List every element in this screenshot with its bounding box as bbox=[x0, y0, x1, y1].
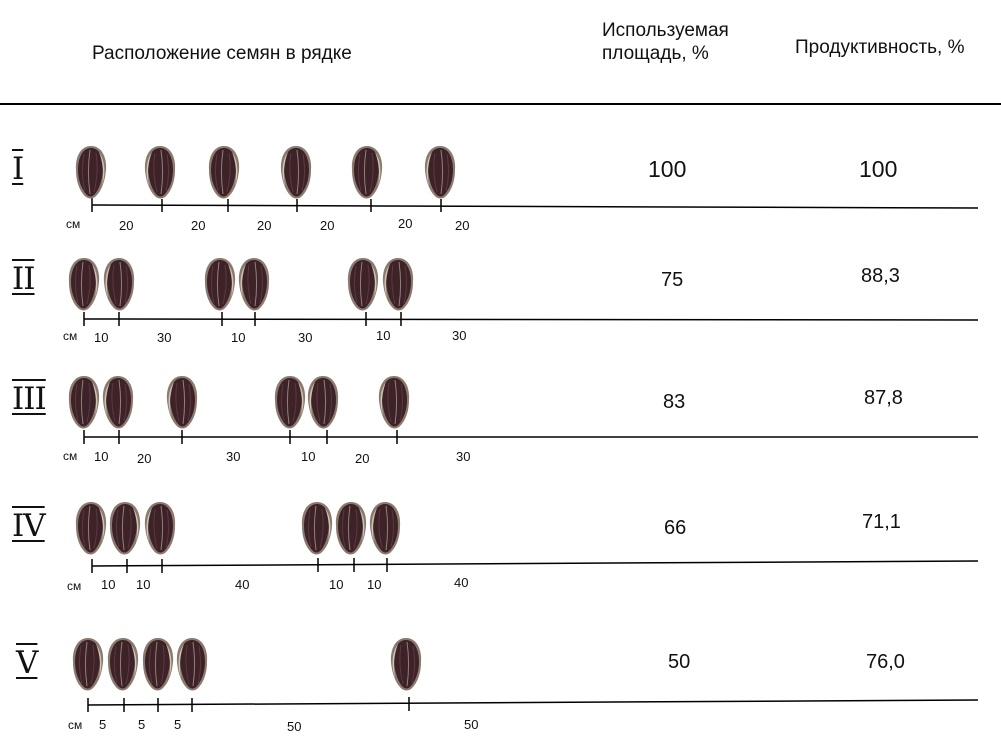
spacing-label: 30 bbox=[298, 330, 313, 345]
used-area-header: Используемая площадь, % bbox=[602, 19, 729, 65]
productivity-header: Продуктивность, % bbox=[795, 37, 965, 58]
spacing-label: 10 bbox=[231, 330, 246, 345]
sunflower-seed-icon bbox=[74, 500, 108, 556]
sunflower-seed-icon bbox=[368, 500, 402, 556]
used-area-header-line2: площадь, % bbox=[602, 43, 709, 64]
used-area-value: 83 bbox=[663, 391, 686, 413]
sunflower-seed-icon bbox=[106, 636, 140, 692]
sunflower-seed-icon bbox=[101, 374, 135, 430]
spacing-label: 30 bbox=[456, 449, 471, 464]
productivity-value: 100 bbox=[859, 156, 898, 182]
sunflower-seed-icon bbox=[389, 636, 423, 692]
productivity-value: 71,1 bbox=[862, 511, 901, 533]
sunflower-seed-icon bbox=[207, 144, 241, 200]
sunflower-seed-icon bbox=[165, 374, 199, 430]
spacing-label: 40 bbox=[454, 575, 469, 590]
sunflower-seed-icon bbox=[74, 144, 108, 200]
spacing-label: 20 bbox=[137, 451, 152, 466]
spacing-label: 20 bbox=[398, 216, 413, 231]
seed-layout-header: Расположение семян в рядке bbox=[92, 43, 352, 64]
spacing-label: 10 bbox=[94, 330, 109, 345]
used-area-value: 100 bbox=[648, 156, 687, 182]
spacing-label: 5 bbox=[99, 717, 107, 732]
used-area-value: 66 bbox=[664, 517, 687, 539]
spacing-label: 50 bbox=[464, 717, 479, 732]
sunflower-seed-icon bbox=[334, 500, 368, 556]
sunflower-seed-icon bbox=[175, 636, 209, 692]
sunflower-seed-icon bbox=[102, 256, 136, 312]
row-label: I bbox=[12, 151, 24, 187]
unit-label: см bbox=[67, 579, 82, 593]
sunflower-seed-icon bbox=[346, 256, 380, 312]
spacing-label: 30 bbox=[452, 328, 467, 343]
sunflower-seed-icon bbox=[71, 636, 105, 692]
unit-label: см bbox=[63, 449, 78, 463]
unit-label: см bbox=[63, 329, 78, 343]
spacing-label: 20 bbox=[119, 218, 134, 233]
productivity-value: 87,8 bbox=[864, 387, 903, 409]
used-area-header-line1: Используемая bbox=[602, 20, 729, 41]
row-label: III bbox=[12, 381, 47, 417]
sunflower-seed-icon bbox=[377, 374, 411, 430]
row-label: IV bbox=[12, 508, 46, 544]
spacing-label: 10 bbox=[94, 449, 109, 464]
sunflower-seed-icon bbox=[141, 636, 175, 692]
sunflower-seed-icon bbox=[300, 500, 334, 556]
used-area-value: 50 bbox=[668, 651, 691, 673]
sunflower-seed-icon bbox=[350, 144, 384, 200]
unit-label: см bbox=[66, 217, 81, 231]
spacing-label: 20 bbox=[355, 451, 370, 466]
spacing-label: 10 bbox=[329, 577, 344, 592]
sunflower-seed-icon bbox=[381, 256, 415, 312]
used-area-value: 75 bbox=[661, 269, 684, 291]
unit-label: см bbox=[68, 718, 83, 732]
sunflower-seed-icon bbox=[143, 144, 177, 200]
row-label: V bbox=[16, 645, 38, 681]
spacing-label: 10 bbox=[101, 577, 116, 592]
spacing-label: 30 bbox=[226, 449, 241, 464]
spacing-label: 20 bbox=[320, 218, 335, 233]
spacing-label: 20 bbox=[191, 218, 206, 233]
sunflower-seed-icon bbox=[67, 374, 101, 430]
spacing-label: 5 bbox=[138, 717, 146, 732]
spacing-label: 10 bbox=[376, 328, 391, 343]
header-divider bbox=[0, 103, 1001, 105]
spacing-label: 50 bbox=[287, 719, 302, 734]
productivity-value: 76,0 bbox=[866, 651, 905, 673]
sunflower-seed-icon bbox=[237, 256, 271, 312]
spacing-label: 5 bbox=[174, 717, 182, 732]
sunflower-seed-icon bbox=[67, 256, 101, 312]
spacing-label: 10 bbox=[136, 577, 151, 592]
sunflower-seed-icon bbox=[203, 256, 237, 312]
sunflower-seed-icon bbox=[279, 144, 313, 200]
sunflower-seed-icon bbox=[108, 500, 142, 556]
sunflower-seed-icon bbox=[306, 374, 340, 430]
spacing-label: 10 bbox=[301, 449, 316, 464]
sunflower-seed-icon bbox=[273, 374, 307, 430]
spacing-label: 40 bbox=[235, 577, 250, 592]
productivity-value: 88,3 bbox=[861, 265, 900, 287]
sunflower-seed-icon bbox=[143, 500, 177, 556]
sunflower-seed-icon bbox=[423, 144, 457, 200]
spacing-label: 30 bbox=[157, 330, 172, 345]
spacing-label: 20 bbox=[455, 218, 470, 233]
spacing-label: 10 bbox=[367, 577, 382, 592]
row-label: II bbox=[12, 261, 35, 297]
spacing-label: 20 bbox=[257, 218, 272, 233]
